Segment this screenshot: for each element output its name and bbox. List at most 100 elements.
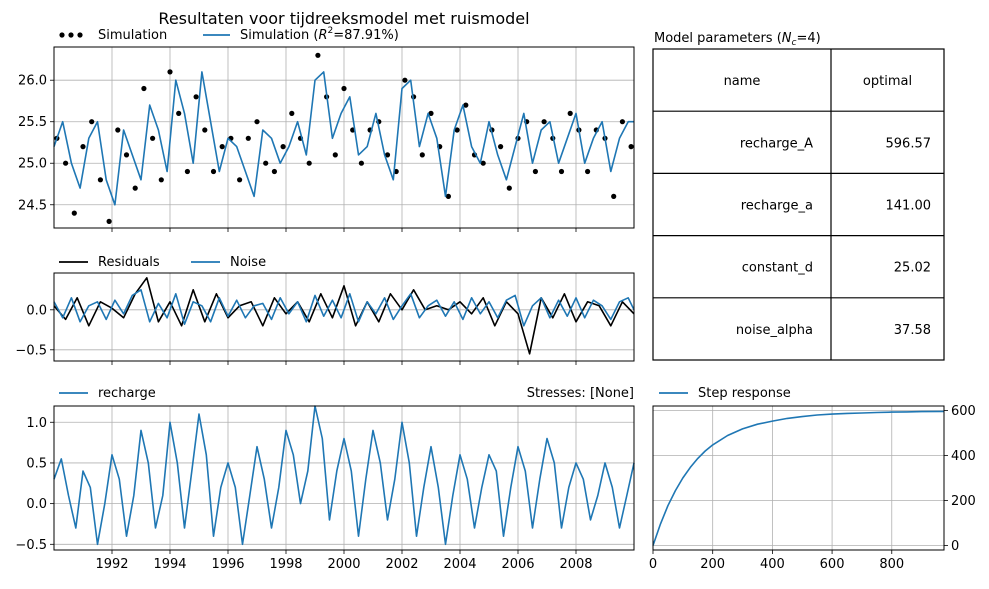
step-response-panel: 0 200 400 600 0 200 400 600 800 Step response [649, 386, 976, 572]
legend-simulation-prefix: Simulation ( [240, 28, 318, 43]
x-tick-label: 1992 [95, 557, 128, 572]
residual-lines [53, 276, 635, 355]
observed-point [141, 85, 147, 92]
observed-point [454, 127, 460, 133]
legend-label-simulation: Simulation (R2=87.91%) [240, 26, 399, 43]
legend-dot-2 [68, 32, 74, 38]
simulation-grid [54, 47, 634, 228]
observed-point [498, 144, 504, 150]
observed-point [71, 210, 77, 216]
legend-label-step: Step response [698, 386, 791, 401]
observed-point [193, 94, 199, 100]
observed-point [89, 119, 95, 125]
residuals-panel: −0.5 0.0 Residuals Noise [15, 255, 635, 365]
x-tick-label: 400 [760, 557, 785, 572]
table-cell-name: recharge_A [740, 136, 813, 151]
observed-point [123, 152, 130, 158]
observed-point [585, 168, 591, 175]
simulation-series-line [53, 71, 634, 206]
observed-point [210, 168, 217, 175]
stresses-x-ticks: 1992 1994 1996 1998 2000 2002 2004 2006 2008 [95, 550, 593, 572]
y-tick-label: 1.0 [26, 416, 47, 431]
residuals-legend: Residuals Noise [59, 255, 266, 270]
x-tick-label: 1994 [153, 557, 186, 572]
residuals-grid [54, 273, 634, 361]
simulation-panel: 24.5 25.0 25.5 26.0 Simulation Simulation (… [18, 26, 635, 232]
observed-point [176, 110, 182, 116]
observed-point [245, 135, 251, 141]
observed-point [611, 193, 617, 199]
observed-point [158, 177, 164, 183]
observed-point [289, 110, 295, 116]
parameters-table: name optimal recharge_A 596.57 recharge_a 141… [652, 48, 945, 361]
residuals-series-line [53, 276, 635, 355]
noise-series-line [53, 288, 635, 327]
x-tick-label: 1998 [269, 557, 302, 572]
parameters-title: Model parameters (Nc=4) [654, 31, 821, 48]
legend-simulation-sup: 2 [328, 26, 334, 36]
x-tick-label: 200 [700, 557, 725, 572]
x-tick-label: 800 [879, 557, 904, 572]
x-tick-label: 2002 [385, 557, 418, 572]
y-tick-label: −0.5 [15, 538, 47, 553]
observed-point [402, 77, 408, 83]
observed-point [202, 127, 208, 133]
observed-point [254, 119, 260, 125]
stresses-label: Stresses: [None] [527, 386, 634, 401]
observed-point [567, 110, 573, 116]
legend-label-residuals: Residuals [98, 255, 160, 270]
observed-point [237, 177, 243, 183]
parameters-title-sub: c [792, 38, 797, 48]
legend-label-recharge: recharge [98, 386, 156, 401]
observed-point [263, 160, 269, 166]
table-cell-value: 141.00 [886, 199, 932, 214]
step-legend: Step response [659, 386, 791, 401]
table-frame [652, 48, 945, 361]
legend-dot-1 [59, 32, 65, 38]
y-tick-label: 25.5 [18, 115, 47, 130]
legend-simulation-math: R [318, 28, 327, 43]
x-tick-label: 600 [820, 557, 845, 572]
y-tick-label: 400 [951, 449, 976, 464]
table-header-name: name [724, 74, 761, 89]
step-response-line [652, 410, 945, 546]
observed-point [384, 152, 391, 158]
stresses-y-ticks: −0.5 0.0 0.5 1.0 [15, 416, 54, 553]
y-tick-label: 0.0 [26, 497, 47, 512]
simulation-x-ticks [111, 228, 577, 232]
x-tick-label: 2004 [443, 557, 476, 572]
observed-point [184, 168, 190, 175]
legend-label-observed: Simulation [98, 28, 167, 43]
y-tick-label: 25.0 [18, 157, 47, 172]
simulation-line [53, 71, 634, 206]
stresses-panel: −0.5 0.0 0.5 1.0 1992 1994 1996 1998 2000 2002 20… [15, 386, 635, 572]
observed-point [132, 185, 138, 191]
observed-point [428, 110, 434, 116]
y-tick-label: 0.0 [26, 303, 47, 318]
simulation-y-ticks: 24.5 25.0 25.5 26.0 [18, 74, 54, 213]
recharge-series-line [53, 405, 635, 546]
table-cell-value: 37.58 [894, 323, 931, 338]
x-tick-label: 0 [649, 557, 657, 572]
observed-point [558, 168, 565, 175]
y-tick-label: 26.0 [18, 74, 47, 89]
observed-point [306, 160, 312, 166]
observed-point [628, 144, 634, 150]
parameters-title-suffix: =4) [796, 31, 820, 46]
stresses-grid [54, 406, 634, 550]
simulation-legend: Simulation Simulation (R2=87.91%) [59, 26, 399, 43]
table-cell-value: 25.02 [894, 261, 931, 276]
x-tick-label: 2006 [501, 557, 534, 572]
figure-title: Resultaten voor tijdreeksmodel met ruism… [158, 9, 529, 28]
observed-point [445, 193, 451, 199]
table-cell-name: recharge_a [741, 199, 813, 214]
observed-point [63, 160, 69, 166]
recharge-line [53, 405, 635, 546]
stresses-legend: recharge [59, 386, 156, 401]
step-response-grid [652, 406, 944, 550]
step-response-series-line [652, 410, 945, 546]
table-header-optimal: optimal [863, 74, 912, 89]
observed-point [341, 85, 347, 92]
parameters-title-math: N [782, 31, 792, 46]
observed-point [358, 160, 364, 166]
